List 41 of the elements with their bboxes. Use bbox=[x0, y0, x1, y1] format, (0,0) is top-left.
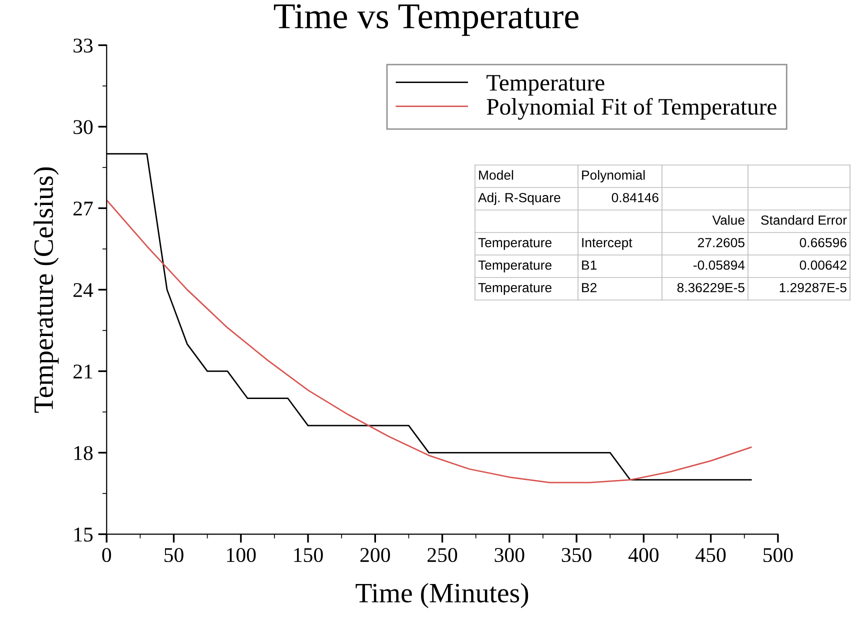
annotation: Value bbox=[712, 215, 744, 225]
x-tick-label: 250 bbox=[428, 548, 458, 562]
x-tick-label: 150 bbox=[294, 548, 323, 562]
y-axis-title: Temperature (Celsius) bbox=[34, 167, 59, 413]
x-tick-label: 450 bbox=[696, 548, 726, 562]
y-tick-label: 27 bbox=[74, 202, 93, 216]
y-tick-label: 21 bbox=[74, 364, 92, 378]
x-tick-label: 500 bbox=[764, 548, 793, 562]
legend-label: Temperature bbox=[486, 75, 604, 96]
y-tick-label: 30 bbox=[74, 120, 93, 134]
annotation: Temperature bbox=[478, 238, 552, 250]
x-tick-label: 350 bbox=[562, 548, 592, 562]
x-tick-label: 400 bbox=[628, 548, 659, 562]
y-tick-label: 24 bbox=[74, 283, 94, 297]
y-tick-label: 33 bbox=[74, 38, 93, 53]
x-tick-label: 100 bbox=[227, 548, 256, 562]
annotation: Adj. R-Square bbox=[478, 192, 560, 205]
text: 1.29287E-5 bbox=[780, 282, 846, 292]
x-tick-label: 0 bbox=[102, 548, 112, 562]
annotation: -0.05894 bbox=[694, 260, 745, 270]
chart-title: Time vs Temperature bbox=[274, 4, 578, 36]
annotation: Standard Error bbox=[761, 215, 847, 225]
annotation: Intercept bbox=[582, 238, 632, 250]
x-tick-label: 200 bbox=[360, 548, 390, 562]
x-tick-label: 300 bbox=[494, 548, 524, 562]
annotation: Temperature bbox=[478, 283, 552, 295]
legend-label: Polynomial Fit of Temperature bbox=[486, 98, 776, 120]
annotation: 27.2605 bbox=[698, 238, 744, 248]
annotation: Temperature bbox=[478, 260, 552, 272]
text: 0.66596 bbox=[800, 238, 846, 248]
annotation: Model bbox=[479, 170, 514, 180]
annotation: 8.36229E-5 bbox=[677, 282, 744, 292]
annotation: 0.84146 bbox=[612, 192, 658, 202]
annotation: B2 bbox=[582, 282, 596, 292]
x-tick-label: 50 bbox=[164, 548, 184, 562]
text: 0.00642 bbox=[800, 260, 846, 270]
y-tick-label: 18 bbox=[74, 446, 93, 460]
y-tick-label: 15 bbox=[74, 528, 93, 542]
annotation: Polynomial bbox=[582, 170, 645, 182]
annotation: B1 bbox=[582, 260, 596, 270]
x-axis-title: Time (Minutes) bbox=[356, 582, 528, 608]
